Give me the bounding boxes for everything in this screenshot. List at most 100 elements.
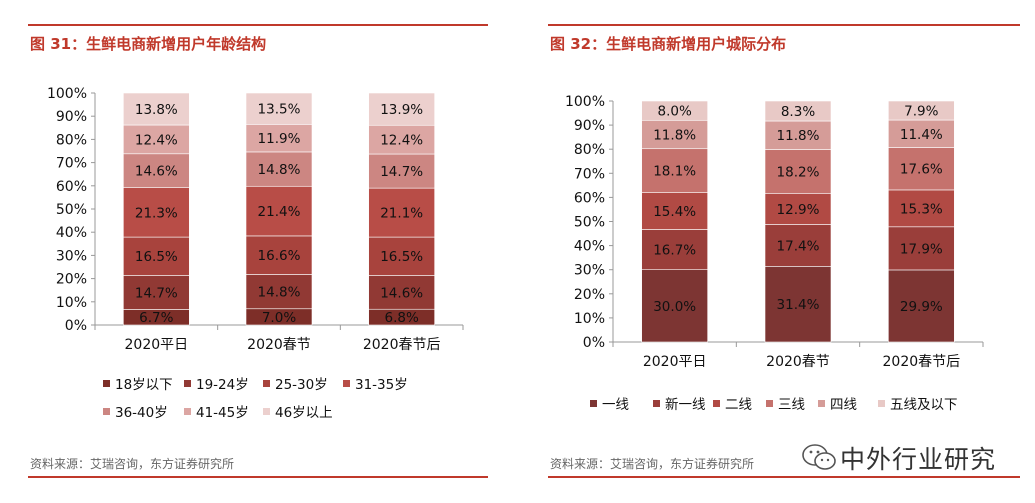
bar-segment [123, 124, 190, 155]
y-tick-label: 20% [574, 287, 605, 303]
data-label: 12.4% [380, 133, 423, 149]
data-label: 11.4% [900, 127, 943, 143]
data-label: 14.6% [380, 285, 423, 301]
data-label: 11.9% [258, 131, 301, 147]
y-tick-label: 100% [565, 94, 605, 110]
watermark: 中外行业研究 [800, 438, 1010, 478]
legend-swatch [103, 407, 110, 415]
y-tick-label: 60% [574, 190, 605, 206]
data-label: 17.6% [900, 162, 943, 178]
legend-label: 一线 [602, 397, 629, 413]
data-label: 15.3% [900, 201, 943, 217]
legend-item: 四线 [818, 393, 857, 413]
data-label: 15.4% [653, 204, 696, 220]
x-tick-label: 2020春节 [247, 337, 311, 353]
legend-swatch [343, 379, 350, 387]
source-note: 资料来源：艾瑞咨询，东方证券研究所 [550, 457, 755, 471]
legend-swatch [818, 399, 825, 407]
legend-label: 18岁以下 [115, 377, 173, 393]
legend-item: 25-30岁 [263, 373, 328, 393]
bar-segment [245, 124, 313, 153]
data-label: 8.3% [781, 104, 815, 120]
legend-item: 18岁以下 [103, 373, 173, 393]
bar-segment [368, 124, 435, 155]
y-tick-label: 0% [583, 335, 605, 351]
legend-swatch [263, 379, 270, 387]
y-tick-label: 0% [65, 318, 87, 334]
legend-item: 新一线 [653, 393, 706, 413]
x-tick-label: 2020平日 [643, 354, 707, 370]
data-label: 16.5% [380, 249, 423, 265]
legend-swatch [590, 399, 597, 407]
data-label: 13.5% [258, 102, 301, 118]
y-tick-label: 10% [574, 311, 605, 327]
top-rule [548, 24, 1020, 26]
y-tick-label: 50% [56, 202, 87, 218]
bar-segment [888, 189, 955, 228]
age-structure-panel: 图 31：生鲜电商新增用户年龄结构 0% 10% 20% 30% 40% 50% 60% 70… [0, 0, 500, 503]
x-tick-label: 2020平日 [125, 337, 189, 353]
data-label: 29.9% [900, 299, 943, 315]
y-tick-label: 30% [56, 248, 87, 264]
age-structure-chart: 0% 10% 20% 30% 40% 50% 60% 70% 80% 90% 100% 2020平日 6… [47, 86, 464, 353]
data-label: 16.6% [258, 248, 301, 264]
legend-label: 新一线 [665, 397, 706, 413]
bar-segment [123, 187, 190, 238]
legend-item: 31-35岁 [343, 373, 408, 393]
top-rule [28, 24, 488, 26]
city-tier-chart: 0% 10% 20% 30% 40% 50% 60% 70% 80% 90% 100% 2020平日 3… [565, 94, 984, 370]
bar-segment [368, 275, 435, 310]
y-tick-label: 20% [56, 272, 87, 288]
y-tick-label: 100% [47, 86, 87, 102]
data-label: 30.0% [653, 299, 696, 315]
legend-label: 36-40岁 [115, 405, 168, 421]
data-label: 31.4% [777, 297, 820, 313]
bar-segment [123, 92, 190, 126]
data-label: 17.4% [777, 238, 820, 254]
legend-swatch [263, 407, 270, 415]
bar-segment [641, 148, 708, 193]
data-label: 14.7% [135, 285, 178, 301]
bar-segment [888, 269, 955, 343]
bar-segment [888, 226, 955, 271]
legend-label: 46岁以上 [275, 405, 333, 421]
legend-swatch [103, 379, 110, 387]
bar-segment [245, 92, 313, 125]
bar-segment [368, 92, 435, 126]
bar-segment [641, 192, 708, 230]
data-label: 18.1% [653, 164, 696, 180]
legend-swatch [653, 399, 660, 407]
y-tick-label: 60% [56, 179, 87, 195]
data-label: 14.6% [135, 164, 178, 180]
bar-segment [368, 187, 435, 238]
bar-segment [123, 236, 190, 276]
bar-segment [641, 100, 708, 121]
y-tick-label: 10% [56, 295, 87, 311]
y-tick-label: 70% [56, 156, 87, 172]
legend-swatch [184, 379, 191, 387]
x-tick-label: 2020春节后 [363, 337, 441, 353]
legend-item: 二线 [713, 393, 752, 413]
x-tick-label: 2020春节 [766, 354, 830, 370]
legend-item: 41-45岁 [184, 401, 249, 421]
legend-item: 一线 [590, 393, 629, 413]
y-tick-label: 70% [574, 166, 605, 182]
bar-segment [368, 236, 435, 276]
bar-segment [764, 266, 832, 343]
city-tier-panel: 图 32：生鲜电商新增用户城际分布 0% 10% 20% 30% 40% 50% 60% 70… [520, 0, 1035, 503]
watermark-text: 中外行业研究 [840, 445, 997, 474]
data-label: 21.4% [258, 204, 301, 220]
data-label: 14.8% [258, 285, 301, 301]
x-tick-label: 2020春节后 [883, 354, 961, 370]
y-tick-label: 80% [56, 132, 87, 148]
y-tick-label: 40% [56, 225, 87, 241]
legend-swatch [713, 399, 720, 407]
bar-segment [764, 120, 832, 150]
legend-label: 31-35岁 [355, 377, 408, 393]
data-label: 16.7% [653, 243, 696, 259]
bar-segment [368, 153, 435, 189]
data-label: 6.8% [385, 310, 419, 326]
legend-swatch [184, 407, 191, 415]
wechat-icon [802, 444, 836, 470]
bottom-rule [548, 476, 1020, 478]
